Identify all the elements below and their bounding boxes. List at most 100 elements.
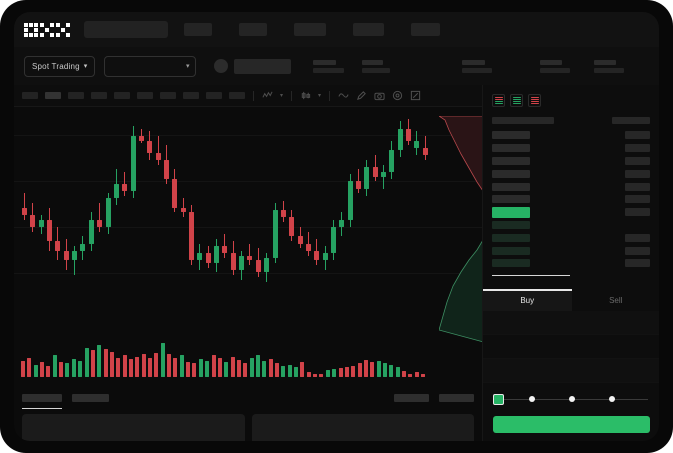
timeframe-chip[interactable] bbox=[91, 92, 107, 99]
nav-link-4[interactable] bbox=[353, 23, 384, 36]
orderbook-ask-row[interactable] bbox=[492, 193, 650, 206]
slider-stop-50[interactable] bbox=[569, 396, 575, 402]
candlestick-chart[interactable] bbox=[14, 107, 482, 292]
timeframe-chip[interactable] bbox=[206, 92, 222, 99]
drawing-pencil-icon[interactable] bbox=[356, 90, 367, 101]
camera-snapshot-icon[interactable] bbox=[374, 90, 385, 101]
candle bbox=[339, 107, 345, 292]
bid-price bbox=[492, 246, 530, 255]
orderbook-bid-row[interactable] bbox=[492, 257, 650, 270]
orderbook-ask-row[interactable] bbox=[492, 142, 650, 155]
orderbook-header-price bbox=[492, 117, 554, 124]
chart-type-caret-icon[interactable]: ▾ bbox=[280, 93, 284, 99]
slider-handle[interactable] bbox=[493, 394, 504, 405]
volume-bar bbox=[243, 363, 248, 377]
stat-value bbox=[362, 67, 391, 73]
indicators-wave-icon[interactable] bbox=[338, 90, 349, 101]
bottom-tab-right[interactable] bbox=[394, 394, 429, 402]
search-input[interactable] bbox=[84, 21, 168, 38]
candle bbox=[189, 107, 194, 292]
stat-label bbox=[540, 59, 563, 65]
nav-link-1[interactable] bbox=[184, 23, 212, 36]
amount-slider[interactable] bbox=[493, 389, 650, 411]
timeframe-chip[interactable] bbox=[114, 92, 130, 99]
candle-body bbox=[264, 258, 270, 273]
toolbar-divider bbox=[329, 90, 331, 101]
candle bbox=[305, 107, 311, 292]
volume-bar bbox=[84, 347, 89, 377]
orderbook-both-icon[interactable] bbox=[492, 94, 505, 107]
bottom-panel-left[interactable] bbox=[22, 414, 245, 441]
candlestick-icon[interactable] bbox=[300, 90, 311, 101]
orderbook-ask-row[interactable] bbox=[492, 180, 650, 193]
timeframe-chip[interactable] bbox=[137, 92, 153, 99]
volume-bar bbox=[338, 367, 343, 377]
slider-stop-75[interactable] bbox=[609, 396, 615, 402]
orderbook-rows[interactable] bbox=[483, 129, 659, 270]
orderbook-scrollbar[interactable] bbox=[492, 274, 570, 277]
fullscreen-icon[interactable] bbox=[410, 90, 421, 101]
candle bbox=[356, 107, 361, 292]
orderbook-spread-row[interactable] bbox=[492, 206, 650, 219]
bottom-tab-right[interactable] bbox=[439, 394, 474, 402]
okx-logo-icon[interactable] bbox=[24, 22, 70, 37]
timeframe-chip[interactable] bbox=[229, 92, 245, 99]
tab-sell[interactable]: Sell bbox=[609, 295, 623, 305]
submit-buy-button[interactable] bbox=[493, 416, 650, 433]
volume-bar bbox=[395, 366, 400, 377]
order-field-total[interactable] bbox=[483, 359, 659, 383]
chart-settings-icon[interactable] bbox=[392, 90, 403, 101]
timeframe-chip[interactable] bbox=[160, 92, 176, 99]
volume-bar bbox=[103, 348, 108, 377]
order-field-amount[interactable] bbox=[483, 335, 659, 359]
trading-mode-selector[interactable]: Spot Trading ▾ bbox=[24, 55, 96, 77]
last-price-group bbox=[214, 58, 292, 74]
timeframe-chip-active[interactable] bbox=[45, 92, 61, 99]
toolbar-divider bbox=[291, 90, 293, 101]
nav-link-2[interactable] bbox=[239, 23, 267, 36]
bottom-tab-active[interactable] bbox=[22, 394, 62, 409]
order-field-price[interactable] bbox=[483, 311, 659, 335]
slider-stop-25[interactable] bbox=[529, 396, 535, 402]
nav-link-5[interactable] bbox=[411, 23, 440, 36]
candle-body bbox=[38, 219, 44, 227]
timeframe-chip[interactable] bbox=[68, 92, 84, 99]
candle bbox=[205, 107, 211, 292]
nav-link-3[interactable] bbox=[294, 23, 326, 36]
orderbook-bid-row[interactable] bbox=[492, 231, 650, 244]
price-chart-panel[interactable] bbox=[14, 107, 482, 387]
nav-links bbox=[184, 23, 440, 36]
volume-bar bbox=[52, 355, 57, 377]
orderbook-bid-row[interactable] bbox=[492, 244, 650, 257]
candle-body bbox=[130, 135, 136, 191]
buy-sell-tabs: Buy Sell bbox=[483, 289, 659, 311]
orderbook-bids-icon[interactable] bbox=[510, 94, 523, 107]
candle-body bbox=[105, 198, 111, 227]
orderbook-asks-icon[interactable] bbox=[528, 94, 541, 107]
volume-bar bbox=[370, 362, 375, 377]
bottom-panels bbox=[14, 414, 482, 441]
orderbook-bid-row[interactable] bbox=[492, 219, 650, 232]
volume-bar bbox=[116, 357, 121, 377]
orderbook-ask-row[interactable] bbox=[492, 167, 650, 180]
candle bbox=[80, 107, 86, 292]
candle bbox=[47, 107, 53, 292]
candle bbox=[72, 107, 78, 292]
bottom-panel-right[interactable] bbox=[251, 414, 474, 441]
orderbook-ask-row[interactable] bbox=[492, 155, 650, 168]
trading-pair-selector[interactable]: ▾ bbox=[104, 55, 197, 77]
timeframe-chip[interactable] bbox=[183, 92, 199, 99]
indicator-caret-icon[interactable]: ▾ bbox=[318, 93, 322, 99]
candle-body bbox=[297, 236, 303, 244]
line-chart-icon[interactable] bbox=[262, 90, 273, 101]
candle-body bbox=[389, 150, 395, 172]
volume-bar bbox=[236, 360, 241, 377]
orderbook-ask-row[interactable] bbox=[492, 129, 650, 142]
tab-buy[interactable]: Buy bbox=[483, 289, 572, 311]
timeframe-chip[interactable] bbox=[22, 92, 38, 99]
bottom-tab[interactable] bbox=[72, 394, 109, 402]
candle bbox=[138, 107, 144, 292]
candle bbox=[381, 107, 387, 292]
market-stat bbox=[362, 59, 391, 73]
spread-qty bbox=[625, 208, 650, 217]
